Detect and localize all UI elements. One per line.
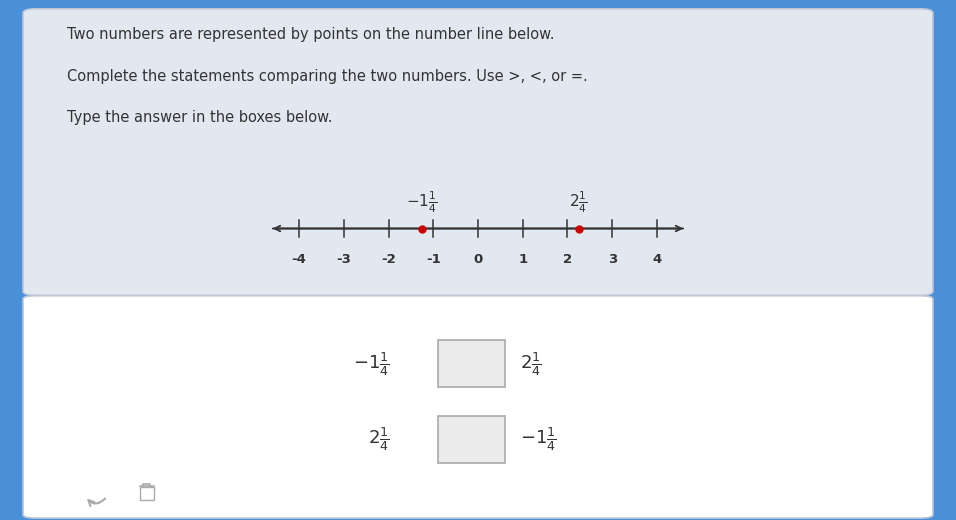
FancyBboxPatch shape <box>23 296 933 518</box>
Text: $2\mathregular{\frac{1}{4}}$: $2\mathregular{\frac{1}{4}}$ <box>368 425 390 453</box>
Text: $-1\mathregular{\frac{1}{4}}$: $-1\mathregular{\frac{1}{4}}$ <box>353 350 390 378</box>
FancyBboxPatch shape <box>438 415 505 463</box>
Text: Complete the statements comparing the two numbers. Use >, <, or =.: Complete the statements comparing the tw… <box>67 69 588 84</box>
Text: 0: 0 <box>473 253 483 266</box>
Text: $-1\mathregular{\frac{1}{4}}$: $-1\mathregular{\frac{1}{4}}$ <box>406 189 438 215</box>
Text: -1: -1 <box>425 253 441 266</box>
Text: 1: 1 <box>518 253 528 266</box>
Text: Two numbers are represented by points on the number line below.: Two numbers are represented by points on… <box>67 27 554 42</box>
FancyBboxPatch shape <box>23 9 933 295</box>
Text: 3: 3 <box>608 253 617 266</box>
Text: 2: 2 <box>563 253 572 266</box>
Text: $-1\mathregular{\frac{1}{4}}$: $-1\mathregular{\frac{1}{4}}$ <box>520 425 557 453</box>
FancyBboxPatch shape <box>438 340 505 387</box>
Text: -2: -2 <box>381 253 396 266</box>
Text: $2\mathregular{\frac{1}{4}}$: $2\mathregular{\frac{1}{4}}$ <box>520 350 542 378</box>
Text: Type the answer in the boxes below.: Type the answer in the boxes below. <box>67 110 333 125</box>
Text: $2\mathregular{\frac{1}{4}}$: $2\mathregular{\frac{1}{4}}$ <box>570 189 588 215</box>
Text: -3: -3 <box>337 253 351 266</box>
Text: 4: 4 <box>652 253 662 266</box>
Text: -4: -4 <box>292 253 307 266</box>
